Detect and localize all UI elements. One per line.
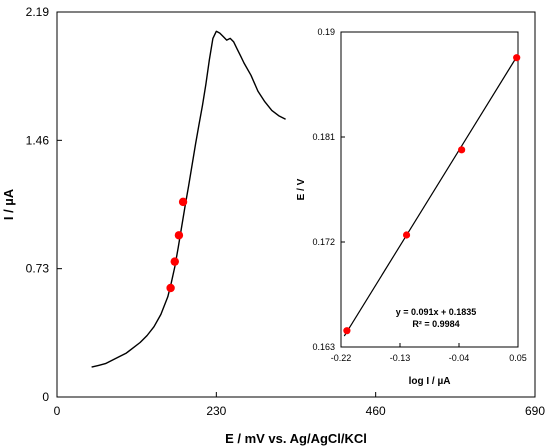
main-y-tick-label: 1.46: [26, 133, 50, 147]
main-chart: 0 0.73 1.46 2.19 0 230 460 690 E / mV vs. Ag/A…: [1, 5, 545, 446]
inset-y-ticks: 0.163 0.172 0.181 0.19: [312, 27, 345, 352]
inset-series: [343, 54, 521, 337]
main-data-point: [170, 257, 179, 266]
inset-y-tick-label: 0.19: [317, 27, 335, 37]
inset-r-squared: R² = 0.9984: [412, 319, 459, 329]
main-x-tick-label: 0: [54, 404, 61, 418]
inset-data-point: [343, 327, 351, 335]
main-plot-frame: [56, 11, 536, 398]
inset-data-point: [458, 146, 466, 154]
inset-y-tick-label: 0.172: [312, 237, 335, 247]
inset-plot-frame: [340, 31, 519, 348]
main-y-tick-label: 2.19: [26, 5, 50, 19]
inset-y-axis-title: E / V: [296, 178, 307, 200]
main-y-tick-label: 0: [42, 390, 49, 404]
inset-fit-line: [343, 54, 519, 337]
main-x-tick-label: 230: [206, 404, 226, 418]
main-x-axis-title: E / mV vs. Ag/AgCl/KCl: [225, 431, 367, 446]
inset-y-tick-label: 0.163: [312, 342, 335, 352]
inset-regression-equation: y = 0.091x + 0.1835: [396, 307, 477, 317]
inset-x-tick-label: 0.05: [509, 353, 527, 363]
main-data-point: [166, 283, 175, 293]
main-current-curve: [91, 30, 286, 368]
inset-x-ticks: -0.22 -0.13 -0.04 0.05: [331, 343, 527, 363]
main-y-axis-title: I / µA: [1, 188, 16, 220]
main-data-point: [174, 231, 184, 240]
main-y-tick-label: 0.73: [26, 262, 50, 276]
main-series: [91, 30, 286, 368]
main-y-ticks: 0 0.73 1.46 2.19: [26, 5, 62, 404]
inset-x-tick-label: -0.04: [449, 353, 470, 363]
inset-x-tick-label: -0.13: [390, 353, 411, 363]
inset-x-axis-title: log I / µA: [409, 376, 451, 387]
main-x-tick-label: 690: [525, 404, 545, 418]
inset-y-tick-label: 0.181: [312, 132, 335, 142]
main-x-ticks: 0 230 460 690: [54, 392, 545, 418]
main-x-tick-label: 460: [366, 404, 386, 418]
inset-data-point: [402, 231, 411, 239]
inset-data-point: [513, 54, 521, 62]
inset-x-tick-label: -0.22: [331, 353, 352, 363]
main-data-point: [178, 197, 188, 207]
